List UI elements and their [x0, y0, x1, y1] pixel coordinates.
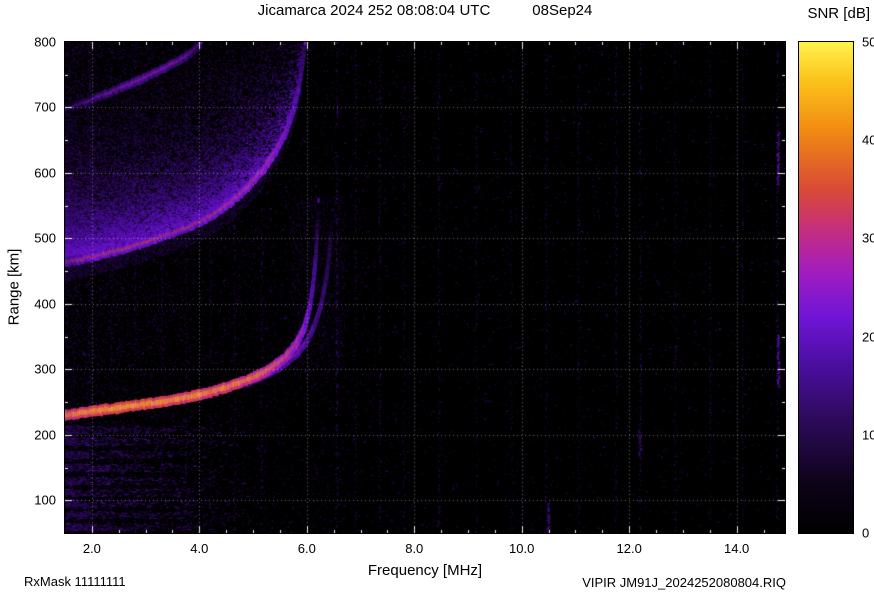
colorbar — [798, 41, 854, 534]
colorbar-title: SNR [dB] — [807, 5, 870, 22]
y-tick-label: 100 — [34, 492, 56, 508]
x-tick-label: 12.0 — [616, 541, 642, 556]
y-tick-label: 400 — [34, 296, 56, 312]
ionogram-canvas — [64, 41, 786, 534]
y-axis-label: Range [km] — [5, 248, 23, 326]
x-axis-label: Frequency [MHz] — [367, 562, 483, 579]
x-tick-label: 2.0 — [82, 541, 101, 556]
x-tick-label: 10.0 — [509, 541, 535, 556]
title-main: Jicamarca 2024 252 08:08:04 UTC — [257, 2, 491, 19]
y-tick-label: 700 — [34, 99, 56, 115]
y-tick-label: 800 — [34, 34, 56, 50]
file-id-label: VIPIR JM91J_2024252080804.RIQ — [582, 575, 786, 590]
x-tick-label: 8.0 — [405, 541, 424, 556]
x-tick-label: 4.0 — [190, 541, 209, 556]
rxmask-label: RxMask 11111111 — [24, 574, 126, 589]
y-tick-label: 500 — [34, 230, 56, 246]
y-tick-label: 600 — [34, 165, 56, 181]
colorbar-tick-label: 50 — [862, 34, 874, 50]
colorbar-tick-label: 10 — [862, 427, 874, 443]
y-tick-label: 200 — [34, 427, 56, 443]
colorbar-tick-label: 30 — [862, 230, 874, 246]
plot-title: Jicamarca 2024 252 08:08:04 UTC 08Sep24 — [64, 2, 786, 19]
x-tick-label: 14.0 — [723, 541, 750, 556]
title-date: 08Sep24 — [532, 2, 593, 19]
colorbar-tick-label: 20 — [862, 329, 874, 345]
colorbar-tick-label: 0 — [862, 525, 870, 541]
y-tick-label: 300 — [34, 361, 56, 377]
colorbar-tick-label: 40 — [862, 132, 874, 148]
x-tick-label: 6.0 — [297, 541, 316, 556]
